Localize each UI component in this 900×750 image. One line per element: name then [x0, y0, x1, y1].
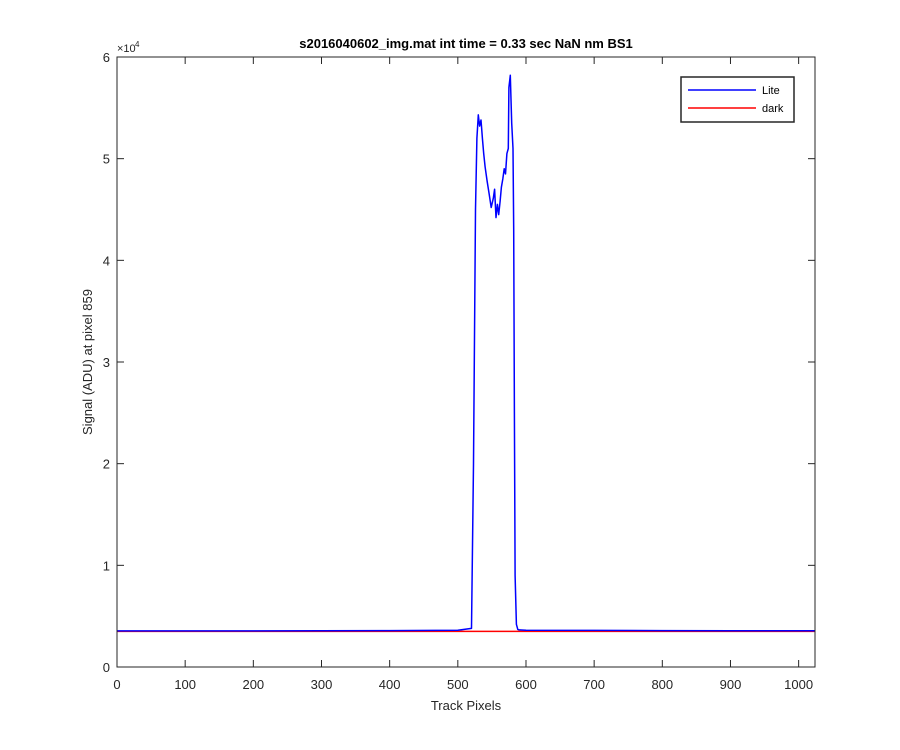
y-exponent-base: ×10 [117, 43, 136, 55]
x-tick-label: 400 [379, 677, 401, 692]
x-axis-label: Track Pixels [431, 698, 502, 713]
x-tick-label: 1000 [784, 677, 813, 692]
chart-title: s2016040602_img.mat int time = 0.33 sec … [299, 36, 633, 51]
x-tick-label: 500 [447, 677, 469, 692]
x-tick-label: 300 [311, 677, 333, 692]
x-tick-label: 900 [720, 677, 742, 692]
x-tick-label: 800 [651, 677, 673, 692]
x-tick-label: 700 [583, 677, 605, 692]
y-tick-label: 6 [103, 50, 110, 65]
legend-label-lite: Lite [762, 85, 780, 97]
y-tick-label: 3 [103, 355, 110, 370]
y-tick-label: 5 [103, 152, 110, 167]
y-tick-label: 4 [103, 253, 110, 268]
plot-frame [116, 56, 816, 668]
y-tick-label: 0 [103, 660, 110, 675]
x-tick-label: 600 [515, 677, 537, 692]
series-line-lite [117, 74, 816, 632]
legend-label-dark: dark [762, 103, 784, 115]
x-tick-label: 0 [113, 677, 120, 692]
y-tick-label: 2 [103, 457, 110, 472]
x-tick-label: 200 [242, 677, 264, 692]
y-tick-label: 1 [103, 558, 110, 573]
plot-area [117, 57, 815, 667]
x-tick-label: 100 [174, 677, 196, 692]
series-layer [117, 74, 816, 633]
y-axis-label: Signal (ADU) at pixel 859 [80, 289, 95, 435]
axes-layer: 0 100 200 300 400 500 600 700 800 900 1000 0 1 2 3 4 5 6 [103, 50, 815, 692]
y-exponent-power: 4 [135, 40, 140, 49]
y-exponent: ×10 4 [117, 40, 140, 55]
legend: Lite dark [680, 76, 795, 123]
legend-box [680, 76, 795, 123]
